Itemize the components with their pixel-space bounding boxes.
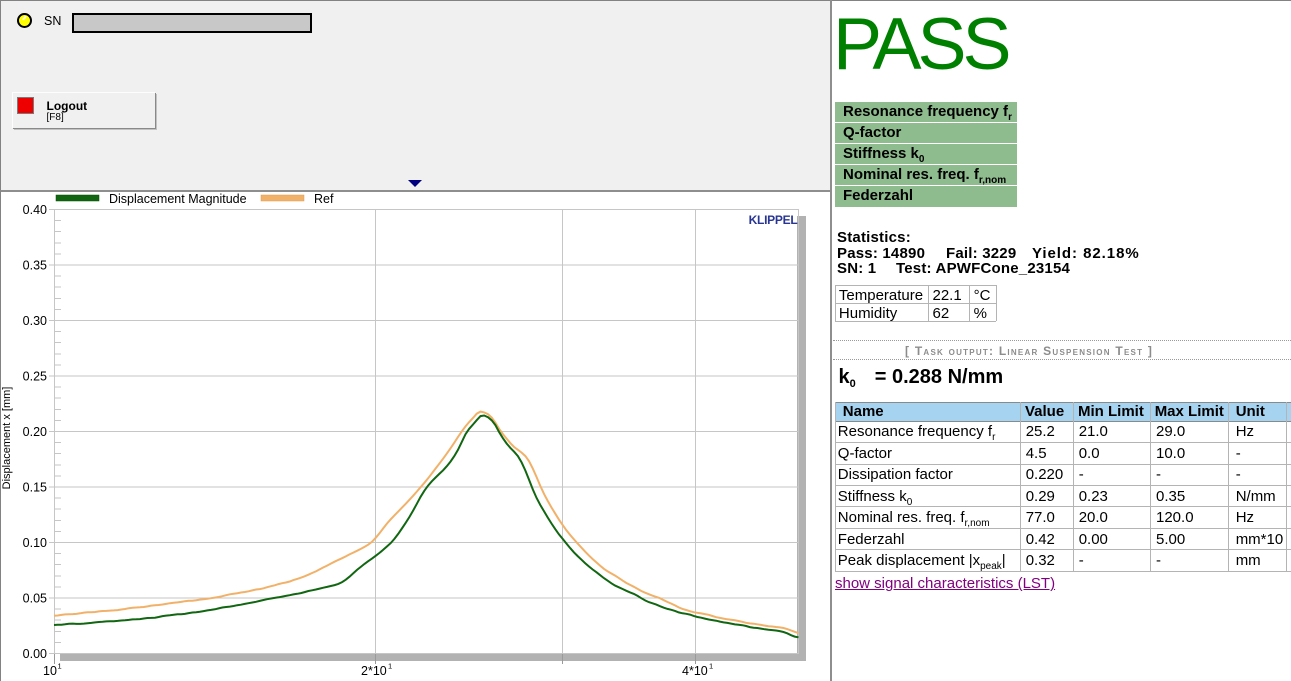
svg-text:10: 10: [43, 664, 57, 678]
svg-text:1: 1: [58, 662, 62, 671]
svg-text:1: 1: [388, 662, 392, 671]
svg-text:0.40: 0.40: [23, 203, 47, 217]
svg-text:0.05: 0.05: [23, 592, 47, 606]
svg-text:Ref: Ref: [314, 192, 334, 206]
svg-text:0.15: 0.15: [23, 481, 47, 495]
svg-text:0.25: 0.25: [23, 370, 47, 384]
svg-text:0.10: 0.10: [23, 536, 47, 550]
svg-text:KLIPPEL: KLIPPEL: [749, 213, 798, 227]
svg-text:0.30: 0.30: [23, 314, 47, 328]
svg-text:Displacement Magnitude: Displacement Magnitude: [109, 192, 247, 206]
svg-text:1: 1: [709, 662, 713, 671]
svg-text:Displacement x [mm]: Displacement x [mm]: [1, 387, 13, 490]
svg-text:0.35: 0.35: [23, 259, 47, 273]
svg-text:0.00: 0.00: [23, 647, 47, 661]
svg-text:0.20: 0.20: [23, 425, 47, 439]
svg-text:4*10: 4*10: [682, 664, 708, 678]
svg-text:2*10: 2*10: [361, 664, 387, 678]
